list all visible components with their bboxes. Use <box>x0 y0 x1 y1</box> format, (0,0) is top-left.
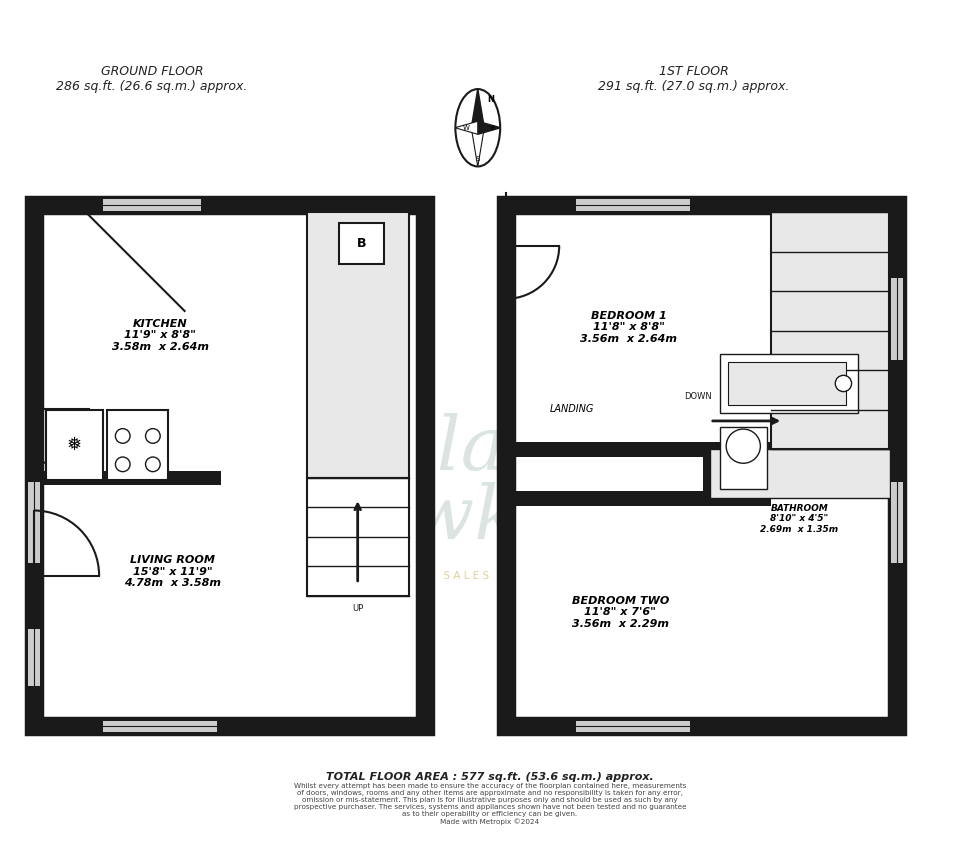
Circle shape <box>145 428 160 444</box>
Circle shape <box>726 429 760 463</box>
Circle shape <box>145 457 160 472</box>
Text: Whilst every attempt has been made to ensure the accuracy of the floorplan conta: Whilst every attempt has been made to en… <box>294 783 686 824</box>
Text: BEDROOM TWO
11'8" x 7'6"
3.56m  x 2.29m: BEDROOM TWO 11'8" x 7'6" 3.56m x 2.29m <box>571 596 669 629</box>
Text: BEDROOM 1
11'8" x 8'8"
3.56m  x 2.64m: BEDROOM 1 11'8" x 8'8" 3.56m x 2.64m <box>580 311 677 344</box>
Text: KITCHEN
11'9" x 8'8"
3.58m  x 2.64m: KITCHEN 11'9" x 8'8" 3.58m x 2.64m <box>112 319 209 352</box>
Bar <box>771 212 889 450</box>
Text: N: N <box>487 94 494 104</box>
Bar <box>507 442 771 456</box>
Polygon shape <box>471 88 484 128</box>
Text: GROUND FLOOR
286 sq.ft. (26.6 sq.m.) approx.: GROUND FLOOR 286 sq.ft. (26.6 sq.m.) app… <box>57 65 248 93</box>
Text: B: B <box>357 237 367 250</box>
Bar <box>103 721 218 732</box>
Text: W: W <box>463 125 469 131</box>
Text: S: S <box>475 156 480 162</box>
Text: BATHROOM
8'10" x 4'5"
2.69m  x 1.35m: BATHROOM 8'10" x 4'5" 2.69m x 1.35m <box>760 504 839 534</box>
Bar <box>46 411 103 479</box>
Bar <box>307 478 409 596</box>
Bar <box>710 450 890 498</box>
Bar <box>719 428 767 489</box>
Text: LIVING ROOM
15'8" x 11'9"
4.78m  x 3.58m: LIVING ROOM 15'8" x 11'9" 4.78m x 3.58m <box>123 555 220 588</box>
Bar <box>892 482 903 564</box>
Bar <box>339 223 384 264</box>
Bar <box>575 721 690 732</box>
Text: 1ST FLOOR
291 sq.ft. (27.0 sq.m.) approx.: 1ST FLOOR 291 sq.ft. (27.0 sq.m.) approx… <box>598 65 789 93</box>
Bar <box>892 279 903 360</box>
Bar <box>107 411 169 479</box>
Text: TOTAL FLOOR AREA : 577 sq.ft. (53.6 sq.m.) approx.: TOTAL FLOOR AREA : 577 sq.ft. (53.6 sq.m… <box>326 772 654 782</box>
Bar <box>34 205 425 726</box>
Bar <box>703 450 717 498</box>
Bar <box>728 362 846 405</box>
Text: hawkins: hawkins <box>317 483 630 555</box>
Bar <box>103 200 201 211</box>
Bar <box>575 200 690 211</box>
Circle shape <box>116 457 130 472</box>
Text: UP: UP <box>352 604 364 613</box>
Polygon shape <box>455 122 478 134</box>
Text: ❅: ❅ <box>67 436 82 454</box>
Bar <box>507 205 897 726</box>
Text: alan: alan <box>393 413 555 485</box>
Polygon shape <box>478 122 501 134</box>
Bar <box>28 482 39 564</box>
Text: E: E <box>490 125 495 131</box>
Bar <box>307 212 409 478</box>
Bar <box>719 354 858 413</box>
Bar <box>34 471 221 485</box>
Text: DOWN: DOWN <box>684 392 711 400</box>
Circle shape <box>116 428 130 444</box>
Circle shape <box>835 376 852 392</box>
Bar <box>507 491 771 506</box>
Bar <box>28 629 39 686</box>
Text: P R O P E R T Y   S A L E S   &   L E T T I N G S: P R O P E R T Y S A L E S & L E T T I N … <box>358 570 590 581</box>
Polygon shape <box>471 128 484 167</box>
Text: LANDING: LANDING <box>549 404 594 414</box>
